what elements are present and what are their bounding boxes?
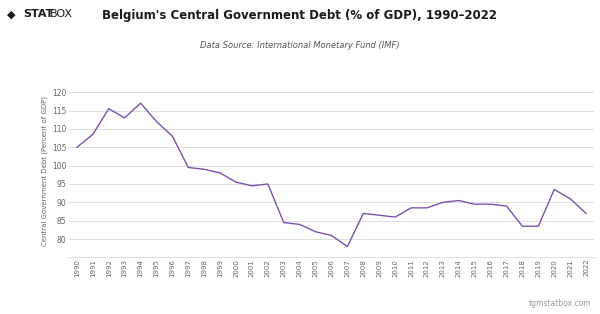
Text: ◆: ◆ [7,9,16,19]
Text: STAT: STAT [23,9,53,19]
Text: tgmstatbox.com: tgmstatbox.com [529,299,591,308]
Text: Data Source: International Monetary Fund (IMF): Data Source: International Monetary Fund… [200,41,400,50]
Text: BOX: BOX [50,9,73,19]
Y-axis label: Central Government Debt (Percent of GDP): Central Government Debt (Percent of GDP) [41,96,47,246]
Text: Belgium's Central Government Debt (% of GDP), 1990–2022: Belgium's Central Government Debt (% of … [103,9,497,22]
